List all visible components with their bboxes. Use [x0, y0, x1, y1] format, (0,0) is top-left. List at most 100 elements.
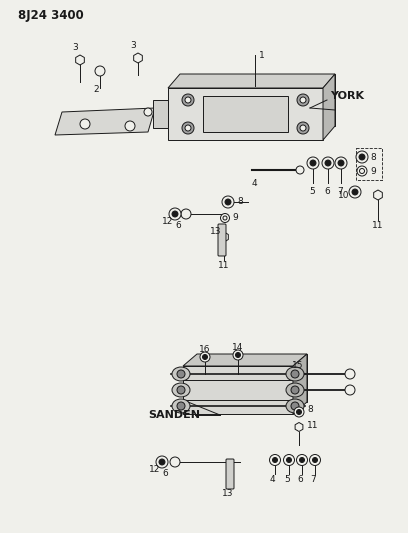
Circle shape	[359, 168, 364, 174]
Text: 6: 6	[297, 474, 303, 483]
Polygon shape	[168, 88, 323, 140]
Text: 6: 6	[324, 188, 330, 197]
Polygon shape	[75, 55, 84, 65]
Circle shape	[185, 125, 191, 131]
Text: 8J24 3400: 8J24 3400	[18, 10, 84, 22]
Circle shape	[291, 370, 299, 378]
Text: 14: 14	[232, 343, 244, 351]
Circle shape	[225, 199, 231, 205]
Circle shape	[299, 457, 304, 463]
Circle shape	[182, 122, 194, 134]
Circle shape	[345, 385, 355, 395]
Text: 9: 9	[370, 166, 376, 175]
Circle shape	[80, 119, 90, 129]
Ellipse shape	[286, 399, 304, 413]
Circle shape	[313, 457, 317, 463]
Text: 4: 4	[252, 179, 257, 188]
FancyBboxPatch shape	[226, 459, 234, 489]
Circle shape	[95, 66, 105, 76]
FancyBboxPatch shape	[203, 96, 288, 132]
Circle shape	[297, 409, 302, 415]
Polygon shape	[197, 354, 307, 402]
Ellipse shape	[172, 383, 190, 397]
Polygon shape	[323, 74, 335, 140]
Circle shape	[185, 97, 191, 103]
Polygon shape	[374, 190, 382, 200]
Circle shape	[220, 214, 229, 222]
Circle shape	[300, 125, 306, 131]
Text: 5: 5	[284, 474, 290, 483]
Circle shape	[182, 94, 194, 106]
Text: 3: 3	[72, 43, 78, 52]
Text: 9: 9	[232, 214, 238, 222]
Text: 13: 13	[210, 228, 222, 237]
Circle shape	[169, 208, 181, 220]
Polygon shape	[153, 100, 168, 128]
Circle shape	[156, 456, 168, 468]
Text: 16: 16	[199, 344, 211, 353]
Circle shape	[291, 386, 299, 394]
Ellipse shape	[172, 367, 190, 381]
Circle shape	[273, 457, 277, 463]
Circle shape	[352, 189, 358, 195]
Circle shape	[144, 108, 152, 116]
Polygon shape	[168, 74, 335, 88]
Text: 3: 3	[130, 41, 136, 50]
Text: 6: 6	[175, 222, 181, 230]
Polygon shape	[55, 108, 155, 135]
Text: 12: 12	[162, 217, 173, 227]
Text: 8: 8	[237, 198, 243, 206]
Circle shape	[233, 350, 243, 360]
Text: 8: 8	[307, 406, 313, 415]
Text: 11: 11	[307, 421, 319, 430]
Circle shape	[270, 455, 281, 465]
Text: 8: 8	[370, 152, 376, 161]
Circle shape	[170, 457, 180, 467]
Circle shape	[297, 94, 309, 106]
Circle shape	[322, 157, 334, 169]
Polygon shape	[220, 232, 228, 242]
Circle shape	[356, 151, 368, 163]
Text: 11: 11	[372, 222, 384, 230]
Text: 6: 6	[162, 470, 168, 479]
Text: 15: 15	[292, 360, 304, 369]
Circle shape	[172, 211, 178, 217]
Circle shape	[125, 121, 135, 131]
Circle shape	[297, 122, 309, 134]
Circle shape	[177, 386, 185, 394]
Text: 12: 12	[149, 465, 160, 474]
Circle shape	[357, 166, 367, 176]
Polygon shape	[183, 354, 307, 366]
Circle shape	[177, 402, 185, 410]
Circle shape	[177, 370, 185, 378]
Circle shape	[294, 407, 304, 417]
Circle shape	[296, 166, 304, 174]
Polygon shape	[134, 53, 142, 63]
FancyBboxPatch shape	[218, 224, 226, 256]
Text: 2: 2	[93, 85, 99, 94]
Text: 4: 4	[270, 474, 276, 483]
Circle shape	[284, 455, 295, 465]
Circle shape	[307, 157, 319, 169]
Circle shape	[291, 402, 299, 410]
Ellipse shape	[286, 383, 304, 397]
Text: 7: 7	[337, 188, 343, 197]
Text: 5: 5	[309, 188, 315, 197]
Ellipse shape	[172, 399, 190, 413]
Circle shape	[223, 216, 227, 220]
Circle shape	[349, 186, 361, 198]
Circle shape	[181, 209, 191, 219]
Circle shape	[310, 160, 316, 166]
Circle shape	[222, 196, 234, 208]
Circle shape	[286, 457, 291, 463]
Polygon shape	[180, 74, 335, 126]
Text: YORK: YORK	[330, 91, 364, 101]
Circle shape	[202, 354, 208, 359]
Text: 7: 7	[310, 474, 316, 483]
Circle shape	[359, 154, 365, 160]
Circle shape	[310, 455, 321, 465]
Circle shape	[300, 97, 306, 103]
Circle shape	[159, 459, 165, 465]
Polygon shape	[183, 366, 293, 414]
Text: 13: 13	[222, 489, 233, 497]
